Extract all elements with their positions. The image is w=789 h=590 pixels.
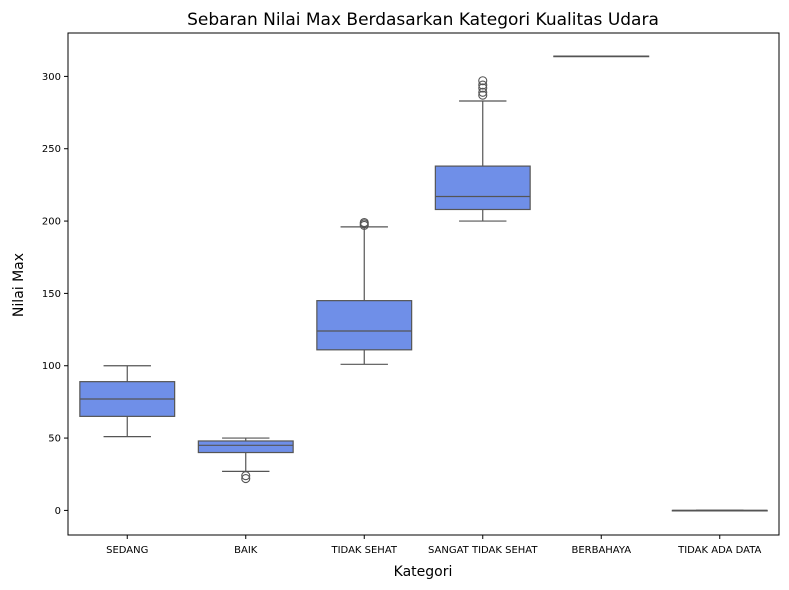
outlier-point [359,217,369,228]
y-axis-title: Nilai Max [11,253,27,317]
y-tick-label: 100 [42,361,61,372]
y-tick-label: 200 [42,217,61,228]
x-tick-label: BERBAHAYA [571,545,631,556]
x-axis-title: Kategori [394,564,453,580]
box-iqr [434,165,531,211]
outlier-point [478,87,488,97]
outlier-point [478,76,488,86]
x-tick-label: BAIK [234,545,258,556]
plot-frame [67,32,780,536]
box-iqr [197,440,294,454]
y-tick-label: 300 [42,72,61,83]
x-tick-label: TIDAK SEHAT [330,545,397,556]
outlier-point [478,83,488,93]
x-tick-label: SEDANG [106,545,148,556]
y-tick-label: 50 [48,434,61,445]
y-tick-label: 250 [42,144,61,155]
outlier-point [478,80,488,90]
outlier-point [478,90,488,100]
y-tick-label: 0 [55,506,61,517]
outlier-point [241,474,251,484]
outlier-point [241,471,251,481]
x-tick-label: SANGAT TIDAK SEHAT [428,545,538,556]
x-tick-label: TIDAK ADA DATA [677,545,761,556]
plot-area: 0 50 100 150 200 250 300 SEDANG BAIK TIDAK SEHAT S… [42,32,780,556]
y-tick-label: 150 [42,289,61,300]
box-iqr [316,300,413,351]
chart-title: Sebaran Nilai Max Berdasarkan Kategori K… [187,10,659,30]
